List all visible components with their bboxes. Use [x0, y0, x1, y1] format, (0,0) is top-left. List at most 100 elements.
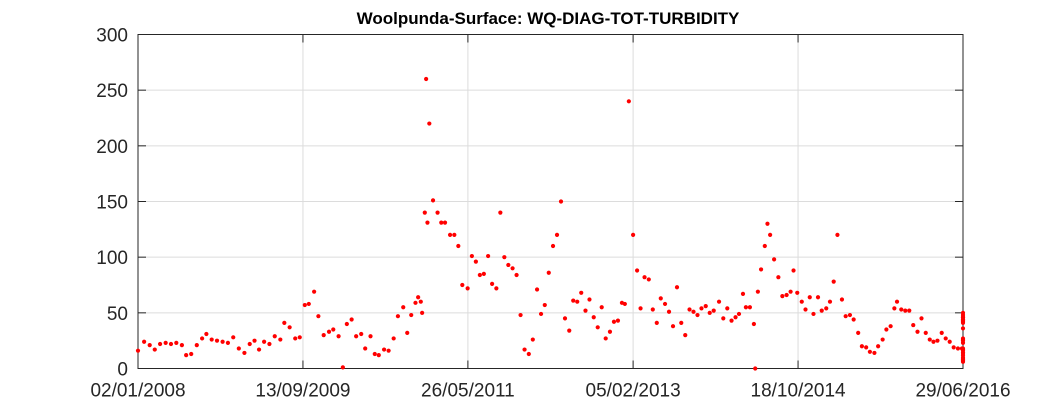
- data-point: [282, 320, 287, 325]
- data-point: [231, 335, 236, 340]
- data-point: [947, 339, 952, 344]
- data-point: [510, 266, 515, 271]
- data-point: [915, 329, 920, 334]
- data-point: [225, 340, 231, 345]
- data-point: [634, 268, 640, 273]
- data-point: [867, 349, 872, 354]
- data-point: [843, 314, 848, 319]
- data-point: [256, 347, 262, 352]
- data-point: [302, 302, 307, 308]
- data-point: [514, 272, 519, 278]
- data-point: [827, 299, 833, 304]
- data-point: [331, 327, 336, 332]
- data-point: [835, 232, 840, 237]
- data-point: [575, 299, 580, 304]
- data-point: [725, 306, 730, 311]
- data-point: [642, 275, 647, 280]
- data-point: [297, 335, 302, 340]
- data-point: [344, 321, 349, 327]
- data-point: [733, 315, 738, 320]
- data-point: [469, 253, 474, 259]
- data-point: [951, 345, 956, 350]
- data-point: [326, 329, 332, 334]
- x-tick-label: 05/02/2013: [586, 381, 681, 402]
- data-point: [452, 232, 457, 237]
- data-point: [716, 299, 722, 304]
- data-point: [703, 304, 708, 309]
- data-point: [815, 295, 821, 300]
- y-tick-label: 150: [96, 193, 128, 214]
- axes: 0 50 100 150 200 250 300 02/01/2008 13/09/2009 26…: [90, 26, 1010, 402]
- data-point: [888, 324, 893, 329]
- data-point: [654, 320, 659, 325]
- data-point: [486, 253, 491, 259]
- data-point: [562, 316, 568, 321]
- data-points: [135, 76, 966, 371]
- data-point: [546, 270, 551, 275]
- data-point: [413, 300, 418, 305]
- y-tick-label: 300: [96, 26, 128, 47]
- data-point: [558, 199, 564, 204]
- data-point: [278, 337, 283, 342]
- data-point: [376, 353, 381, 358]
- data-point: [646, 277, 651, 282]
- data-point: [599, 305, 604, 310]
- data-point: [189, 351, 194, 357]
- data-point: [439, 220, 444, 225]
- data-point: [494, 286, 499, 291]
- data-point: [363, 346, 368, 351]
- data-point: [267, 341, 272, 347]
- data-point: [456, 243, 461, 249]
- data-point: [168, 341, 174, 347]
- data-point: [518, 312, 523, 318]
- data-point: [473, 259, 478, 264]
- data-point: [807, 295, 812, 300]
- data-point: [142, 339, 147, 344]
- data-point: [736, 311, 742, 317]
- data-point: [386, 348, 391, 353]
- data-point: [418, 299, 423, 304]
- data-point: [272, 334, 277, 339]
- data-point: [147, 343, 152, 348]
- data-point: [506, 262, 511, 268]
- data-point: [772, 257, 777, 262]
- data-point: [435, 210, 440, 215]
- data-point: [751, 321, 756, 327]
- data-point: [542, 302, 547, 308]
- data-point: [880, 337, 885, 342]
- x-tick-label: 13/09/2009: [255, 381, 350, 402]
- data-point: [755, 289, 760, 294]
- data-point: [955, 346, 961, 351]
- data-point: [425, 220, 430, 225]
- data-point: [931, 339, 936, 344]
- data-point: [293, 336, 298, 341]
- data-point: [911, 322, 916, 328]
- data-point: [422, 210, 427, 215]
- data-point: [894, 299, 900, 304]
- data-point: [163, 340, 168, 345]
- data-point: [666, 309, 672, 314]
- data-point: [765, 221, 770, 226]
- data-point: [405, 330, 410, 335]
- data-point: [960, 347, 966, 352]
- data-point: [923, 330, 928, 335]
- data-point: [538, 311, 544, 317]
- data-point: [157, 341, 163, 347]
- data-point: [662, 301, 668, 307]
- data-point: [753, 366, 758, 371]
- data-point: [526, 351, 531, 357]
- y-tick-label: 100: [96, 248, 128, 269]
- data-point: [743, 305, 749, 310]
- data-point: [401, 305, 406, 310]
- data-point: [354, 334, 359, 339]
- data-point: [262, 339, 267, 344]
- data-point: [372, 351, 377, 357]
- data-point: [312, 289, 317, 294]
- data-point: [683, 333, 688, 338]
- data-point: [200, 336, 205, 341]
- data-point: [174, 340, 179, 345]
- data-point: [603, 336, 608, 341]
- data-point: [631, 232, 636, 237]
- data-point: [194, 343, 199, 348]
- data-point: [359, 331, 364, 337]
